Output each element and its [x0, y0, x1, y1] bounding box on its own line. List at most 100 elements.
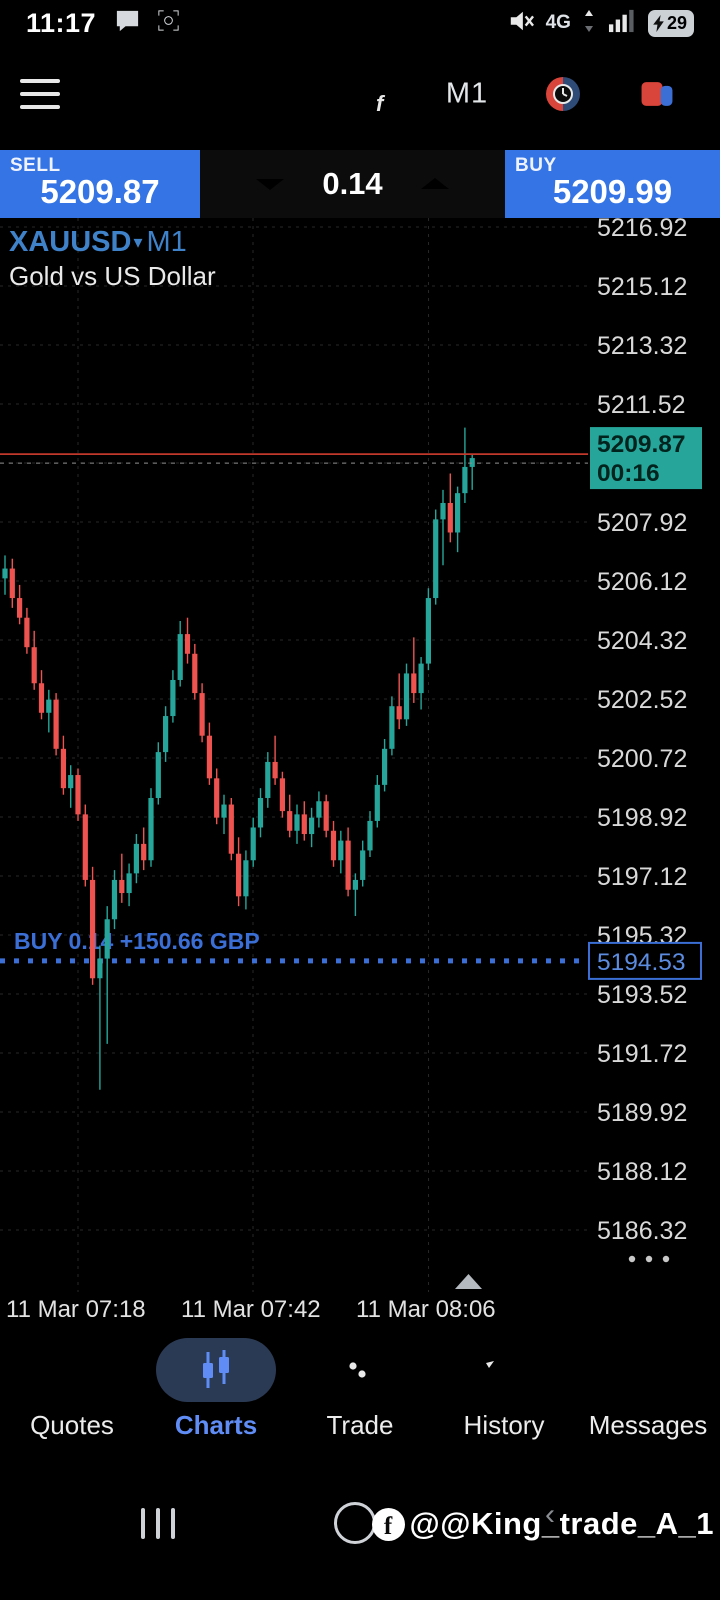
nav-label-messages: Messages	[588, 1410, 708, 1440]
chart-toolbar: f M1	[0, 46, 720, 142]
candle	[462, 466, 468, 494]
symbol-name[interactable]: XAUUSD	[9, 226, 132, 258]
candle	[184, 634, 191, 654]
candle	[425, 598, 431, 664]
candle	[243, 860, 249, 897]
signal-strength-icon	[607, 7, 636, 39]
time-axis-label: 11 Mar 07:18	[6, 1296, 146, 1323]
candle	[382, 748, 388, 785]
nav-tab-history[interactable]: History	[432, 1330, 576, 1470]
back-icon[interactable]: ‹	[545, 1498, 555, 1531]
candle	[141, 843, 147, 861]
price-axis-label: 5191.72	[597, 1040, 687, 1068]
svg-text:5209.87: 5209.87	[597, 431, 686, 458]
menu-button[interactable]	[20, 79, 60, 109]
time-axis-label: 11 Mar 08:06	[356, 1296, 496, 1323]
nav-tab-quotes[interactable]: Quotes	[0, 1330, 144, 1470]
chart-grid	[0, 218, 588, 1292]
buy-label: BUY	[515, 155, 557, 176]
candle	[2, 568, 8, 579]
clock: 11:17	[26, 7, 97, 38]
candle	[403, 673, 410, 720]
chat-notification-icon	[114, 7, 141, 39]
candle	[352, 879, 358, 890]
more-prices-icon	[662, 1255, 670, 1263]
trading-sessions-clock-icon[interactable]	[541, 72, 585, 116]
home-button[interactable]	[334, 1502, 376, 1544]
nav-label-history: History	[463, 1410, 545, 1440]
timeframe-button[interactable]: M1	[445, 77, 489, 110]
candle	[9, 568, 15, 599]
candle	[265, 761, 271, 798]
objects-button[interactable]	[635, 74, 679, 114]
candle	[396, 706, 402, 720]
candle	[68, 775, 74, 789]
symbol-timeframe: M1	[146, 226, 187, 258]
candle	[82, 814, 88, 880]
battery-icon: 29	[647, 9, 694, 37]
candle	[257, 797, 264, 828]
nav-label-trade: Trade	[326, 1410, 394, 1440]
candle	[163, 716, 169, 753]
buy-price: 5209.99	[552, 173, 673, 210]
candle	[214, 778, 220, 818]
candle	[367, 820, 373, 851]
one-click-trading-panel: SELL 5209.87 0.14 BUY 5209.99	[0, 150, 720, 218]
candle	[53, 699, 59, 749]
nav-tab-trade[interactable]: Trade	[288, 1330, 432, 1470]
candle	[279, 778, 285, 812]
buy-button[interactable]: BUY 5209.99	[505, 150, 720, 218]
candle	[309, 817, 315, 835]
candle	[272, 761, 278, 779]
nav-tab-charts[interactable]: Charts	[144, 1330, 288, 1470]
recents-button[interactable]	[141, 1508, 175, 1539]
candle	[360, 850, 366, 880]
candle	[133, 843, 139, 874]
candle	[75, 775, 81, 815]
time-axis[interactable]: 11 Mar 07:18 11 Mar 07:42 11 Mar 08:06	[0, 1292, 720, 1330]
price-axis: 5216.925215.125213.325211.525209.725207.…	[588, 218, 720, 1292]
price-axis-label: 5189.92	[597, 1099, 687, 1127]
status-bar: 11:17 4G	[0, 0, 720, 46]
crosshair-tool-button[interactable]	[257, 73, 299, 115]
candlestick-chart[interactable]: BUY 0.14 +150.66 GBP 5216.92 5215.12 5213.3…	[0, 218, 720, 1292]
more-prices-icon	[645, 1255, 653, 1263]
sell-button[interactable]: SELL 5209.87	[0, 150, 200, 218]
candles	[2, 427, 475, 1090]
price-axis-label: 5211.52	[597, 391, 686, 419]
price-axis-label: 5188.12	[597, 1158, 687, 1186]
candle	[418, 663, 424, 694]
mute-icon	[508, 8, 534, 39]
volume-decrease-button[interactable]	[248, 167, 292, 201]
candle-countdown: 00:16	[597, 460, 660, 487]
network-activity-arrows-icon	[583, 8, 595, 39]
indicators-button[interactable]: f	[348, 72, 394, 116]
sell-price: 5209.87	[40, 173, 160, 210]
open-position-line[interactable]: BUY 0.14 +150.66 GBP	[0, 928, 588, 964]
messages-bubble-icon	[622, 1344, 674, 1396]
time-axis-label: 11 Mar 07:42	[181, 1296, 321, 1323]
price-axis-label: 5193.52	[597, 981, 687, 1009]
symbol-info[interactable]: XAUUSD ▾ M1 Gold vs US Dollar	[9, 224, 216, 293]
candle	[440, 502, 446, 520]
price-axis-label: 5215.12	[597, 273, 687, 301]
trade-line-icon	[334, 1344, 386, 1396]
history-clock-icon	[478, 1344, 530, 1396]
chart-canvas: BUY 0.14 +150.66 GBP 5216.92 5215.12 5213.3…	[0, 218, 720, 1292]
price-axis-label: 5200.72	[597, 745, 687, 773]
volume-increase-button[interactable]	[413, 167, 457, 201]
candle	[192, 653, 198, 694]
nav-tab-messages[interactable]: Messages	[576, 1330, 720, 1470]
price-axis-label: 5213.32	[597, 332, 687, 360]
candle	[31, 647, 37, 684]
candle	[455, 493, 461, 533]
candle	[155, 752, 161, 798]
symbol-dropdown-caret-icon[interactable]: ▾	[133, 232, 143, 252]
scroll-latest-icon[interactable]	[455, 1274, 482, 1289]
candle	[17, 598, 23, 618]
candle	[345, 840, 351, 890]
active-tab-pill	[156, 1338, 276, 1402]
candle	[338, 840, 344, 861]
svg-text:5194.53: 5194.53	[597, 949, 686, 976]
